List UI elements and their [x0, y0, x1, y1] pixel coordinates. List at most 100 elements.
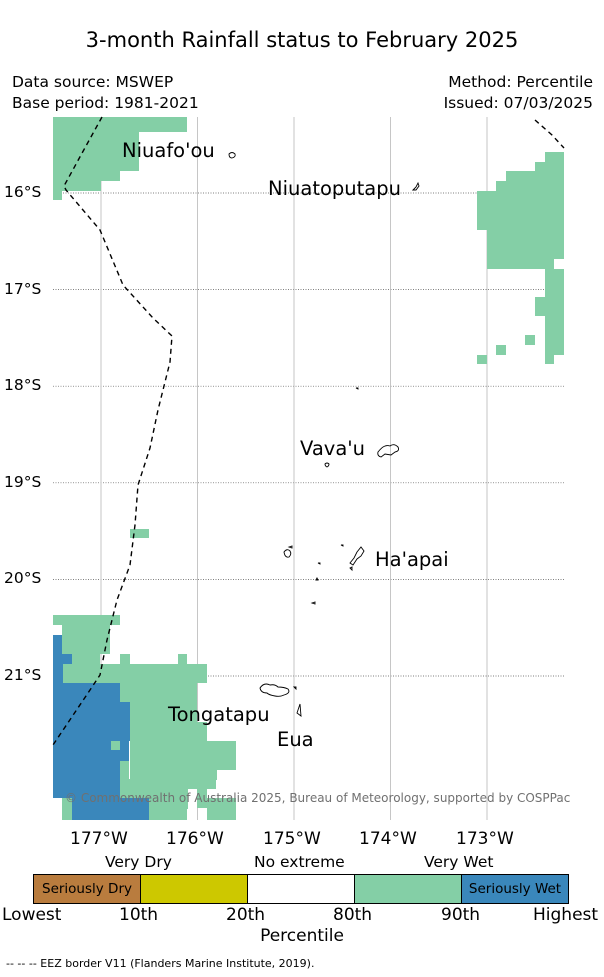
rainfall-cell [53, 635, 62, 664]
base-period: Base period: 1981-2021 [12, 94, 199, 112]
rainfall-cell [53, 191, 62, 200]
place-label-niuatoputapu: Niuatoputapu [268, 177, 401, 200]
place-label-niuafoou: Niuafo'ou [122, 139, 215, 162]
legend-tick-20th: 20th [226, 905, 266, 925]
rainfall-cell [197, 789, 207, 808]
rainfall-cell [487, 230, 564, 259]
rainfall-cell [120, 741, 129, 761]
island-outline [296, 703, 302, 717]
rainfall-cell [207, 798, 236, 820]
island-outline [349, 566, 353, 572]
lat-label-19s: 19°S [4, 473, 42, 491]
rainfall-cell [62, 673, 207, 683]
island-outlines [228, 152, 420, 717]
rainfall-cell [120, 779, 130, 789]
rainfall-cell [535, 162, 564, 172]
rainfall-cell [62, 625, 110, 635]
legend-tick-80th: 80th [333, 905, 373, 925]
rainfall-cell [120, 683, 197, 702]
legend-tick-90th: 90th [441, 905, 481, 925]
rainfall-cell [53, 181, 101, 191]
legend-axis-label: Percentile [260, 926, 344, 946]
lon-label-173w: 173°W [456, 829, 514, 849]
island-outline [259, 683, 290, 697]
rainfall-cell [545, 316, 564, 345]
island-outline [292, 686, 297, 691]
rainfall-cell [101, 683, 120, 702]
rainfall-cell [525, 259, 554, 269]
island-outline [287, 545, 293, 549]
legend-segment-seriously-dry: Seriously Dry [34, 875, 141, 903]
island-outline [411, 181, 420, 191]
legend-category-very-dry: Very Dry [105, 853, 172, 871]
place-label-vavau: Vava'u [300, 437, 365, 460]
lat-label-18s: 18°S [4, 376, 42, 394]
rainfall-cell [53, 615, 120, 625]
place-label-tongatapu: Tongatapu [168, 703, 270, 726]
rainfall-cell [130, 702, 197, 722]
legend-segment-no-extreme [248, 875, 355, 903]
rainfall-cell [53, 702, 130, 741]
lat-label-16s: 16°S [4, 183, 42, 201]
rainfall-cell [487, 259, 525, 269]
lat-label-20s: 20°S [4, 569, 42, 587]
island-outline [283, 549, 292, 558]
rainfall-cell [53, 664, 207, 673]
island-outline [317, 562, 321, 565]
legend-colorbar: Seriously Dry Seriously Wet [33, 874, 569, 904]
rainfall-cell [62, 654, 72, 664]
island-outline [315, 576, 319, 581]
rainfall-cell [525, 335, 535, 345]
rainfall-cell [62, 798, 72, 820]
lat-label-17s: 17°S [4, 280, 42, 298]
legend-tick-highest: Highest [533, 905, 599, 925]
rainfall-cell [120, 789, 130, 799]
legend-category-very-wet: Very Wet [424, 853, 494, 871]
rainfall-cell [101, 760, 120, 798]
legend-tick-10th: 10th [119, 905, 159, 925]
legend-tick-lowest: Lowest [2, 905, 62, 925]
island-outline [340, 544, 344, 547]
lon-label-174w: 174°W [359, 829, 417, 849]
rainfall-cell [477, 191, 564, 230]
rainfall-cell [120, 654, 130, 664]
rainfall-cell [545, 152, 564, 162]
rainfall-cell [62, 654, 100, 664]
rainfall-cells [53, 117, 564, 820]
lon-label-175w: 175°W [263, 829, 321, 849]
rainfall-cell [477, 355, 487, 364]
rainfall-cell [178, 654, 187, 664]
rainfall-cell [545, 345, 564, 355]
rainfall-cell [72, 798, 149, 820]
rainfall-cell [53, 683, 101, 703]
rainfall-cell [53, 664, 63, 684]
rainfall-cell [130, 741, 236, 770]
place-label-haapai: Ha'apai [375, 548, 449, 571]
island-outline [355, 387, 359, 390]
eez-border-northeast [534, 119, 565, 149]
rainfall-cell [207, 770, 217, 780]
rainfall-cell [130, 529, 149, 538]
method: Method: Percentile [448, 73, 593, 91]
island-outline [228, 152, 236, 159]
legend-segment-very-dry [141, 875, 248, 903]
lon-label-176w: 176°W [166, 829, 224, 849]
rainfall-cell [62, 635, 110, 654]
legend-category-no-extreme: No extreme [254, 853, 345, 871]
rainfall-cell [53, 117, 187, 132]
rainfall-cell [545, 269, 564, 278]
rainfall-cell [496, 345, 506, 355]
rainfall-cell [130, 722, 207, 741]
lat-label-21s: 21°S [4, 666, 42, 684]
island-outline [349, 546, 365, 566]
rainfall-cell [535, 297, 564, 316]
rainfall-cell [496, 181, 564, 191]
legend-segment-seriously-wet: Seriously Wet [462, 875, 568, 903]
island-outline [377, 444, 400, 458]
lon-label-177w: 177°W [70, 829, 128, 849]
rainfall-cell [545, 278, 564, 297]
eez-border [52, 116, 173, 746]
eez-border-note: -- -- -- EEZ border V11 (Flanders Marine… [6, 957, 315, 970]
rainfall-cell [53, 171, 120, 181]
